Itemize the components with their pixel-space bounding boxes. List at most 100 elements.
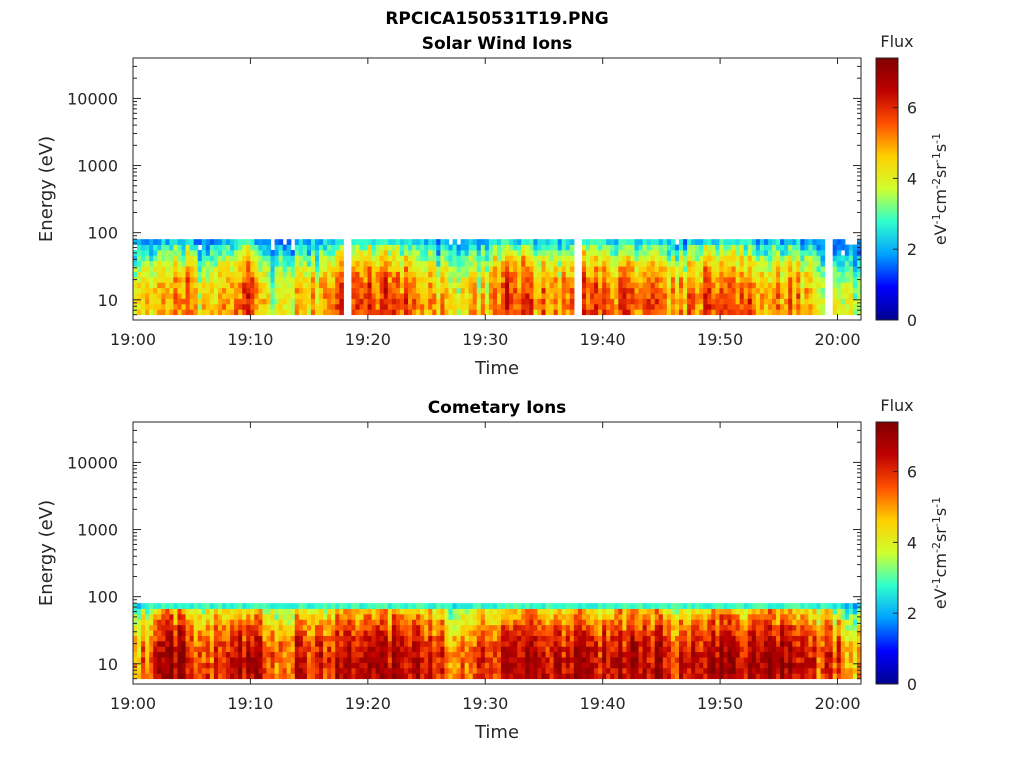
heatmap-cell: [306, 255, 312, 262]
heatmap-cell: [840, 651, 846, 658]
heatmap-cell: [201, 657, 207, 663]
heatmap-cell: [763, 667, 769, 674]
heatmap-cell: [509, 673, 514, 680]
heatmap-cell: [420, 619, 425, 626]
heatmap-cell: [262, 613, 268, 620]
heatmap-cell: [602, 640, 607, 647]
heatmap-cell: [258, 266, 264, 272]
heatmap-cell: [590, 287, 595, 294]
heatmap-cell: [707, 239, 712, 245]
heatmap-cell: [359, 603, 365, 609]
heatmap-cell: [262, 255, 268, 262]
heatmap-cell: [691, 298, 696, 305]
heatmap-cell: [436, 276, 441, 283]
heatmap-cell: [319, 293, 324, 299]
heatmap-cell: [553, 293, 559, 299]
heatmap-cell: [436, 298, 441, 305]
heatmap-cell: [278, 303, 284, 310]
heatmap-cell: [703, 266, 708, 272]
heatmap-cell: [630, 244, 636, 251]
heatmap-cell: [395, 673, 401, 680]
heatmap-cell: [230, 608, 235, 615]
heatmap-cell: [662, 260, 668, 267]
heatmap-cell: [157, 619, 162, 626]
heatmap-cell: [428, 309, 433, 316]
heatmap-cell: [315, 293, 320, 299]
heatmap-cell: [270, 276, 276, 283]
heatmap-cell: [739, 635, 745, 642]
heatmap-cell: [840, 293, 846, 299]
heatmap-cell: [517, 657, 522, 663]
heatmap-cell: [723, 287, 729, 294]
heatmap-cell: [436, 309, 441, 316]
heatmap-cell: [351, 640, 357, 647]
heatmap-cell: [796, 662, 801, 669]
heatmap-cell: [294, 239, 300, 245]
heatmap-cell: [836, 640, 842, 647]
heatmap-cell: [521, 255, 526, 262]
heatmap-cell: [739, 624, 745, 631]
heatmap-cell: [456, 630, 462, 636]
heatmap-cell: [638, 298, 644, 305]
heatmap-cell: [254, 640, 259, 647]
heatmap-cell: [201, 287, 207, 294]
heatmap-cell: [238, 667, 243, 674]
heatmap-cell: [812, 673, 818, 680]
heatmap-cell: [739, 249, 745, 256]
heatmap-cell: [533, 249, 539, 256]
heatmap-cell: [541, 630, 547, 636]
heatmap-cell: [521, 287, 526, 294]
heatmap-cell: [246, 662, 251, 669]
heatmap-cell: [699, 239, 704, 245]
heatmap-cell: [654, 271, 660, 278]
heatmap-cell: [161, 640, 166, 647]
heatmap-cell: [177, 255, 183, 262]
heatmap-cell: [622, 635, 628, 642]
heatmap-cell: [602, 667, 607, 674]
heatmap-cell: [476, 309, 482, 316]
heatmap-cell: [751, 303, 757, 310]
heatmap-cell: [626, 619, 632, 626]
heatmap-cell: [585, 293, 591, 299]
heatmap-cell: [420, 282, 425, 289]
heatmap-cell: [290, 667, 296, 674]
heatmap-cell: [331, 619, 336, 626]
heatmap-cell: [193, 287, 199, 294]
heatmap-cell: [157, 651, 162, 658]
heatmap-cell: [294, 640, 300, 647]
heatmap-cell: [363, 303, 369, 310]
heatmap-cell: [739, 266, 745, 272]
heatmap-cell: [618, 630, 623, 636]
heatmap-cell: [145, 244, 150, 251]
heatmap-cell: [497, 309, 502, 316]
heatmap-cell: [399, 624, 405, 631]
heatmap-cell: [315, 266, 320, 272]
heatmap-cell: [484, 276, 490, 283]
heatmap-cell: [395, 619, 401, 626]
heatmap-cell: [262, 635, 268, 642]
heatmap-cell: [197, 630, 203, 636]
heatmap-cell: [399, 630, 405, 636]
heatmap-cell: [399, 635, 405, 642]
heatmap-cell: [197, 255, 203, 262]
heatmap-cell: [759, 271, 765, 278]
heatmap-cell: [197, 260, 203, 267]
heatmap-cell: [262, 298, 268, 305]
heatmap-cell: [197, 613, 203, 620]
heatmap-cell: [476, 303, 482, 310]
heatmap-cell: [788, 657, 793, 663]
heatmap-cell: [755, 603, 761, 609]
heatmap-cell: [533, 667, 539, 674]
heatmap-cell: [687, 255, 692, 262]
heatmap-cell: [343, 619, 348, 626]
heatmap-cell: [585, 657, 591, 663]
heatmap-cell: [250, 293, 255, 299]
heatmap-cell: [517, 282, 522, 289]
heatmap-cell: [209, 608, 215, 615]
heatmap-cell: [480, 249, 486, 256]
heatmap-cell: [242, 662, 247, 669]
heatmap-cell: [521, 239, 526, 245]
heatmap-cell: [662, 276, 668, 283]
heatmap-cell: [513, 271, 518, 278]
heatmap-cell: [375, 608, 381, 615]
